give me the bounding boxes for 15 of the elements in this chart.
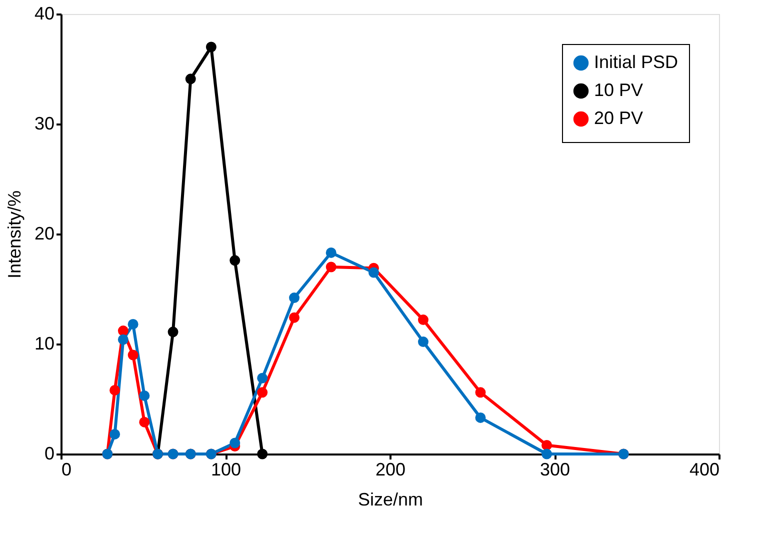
legend-label: 20 PV [594,108,644,128]
y-axis-title: Intensity/% [4,190,24,279]
legend-label: Initial PSD [594,52,678,72]
x-tick-label: 0 [62,460,72,480]
x-tick-label: 200 [375,460,406,480]
x-axis-title: Size/nm [358,490,424,510]
y-tick-label: 0 [44,444,54,464]
x-tick-label: 400 [689,460,720,480]
y-tick-label: 20 [34,224,54,244]
y-tick-label: 30 [34,114,54,134]
legend-label: 10 PV [594,80,644,100]
x-tick-label: 300 [540,460,570,480]
y-tick-label: 10 [34,334,54,354]
x-tick-label: 100 [210,460,242,480]
y-tick-label: 40 [34,4,54,24]
